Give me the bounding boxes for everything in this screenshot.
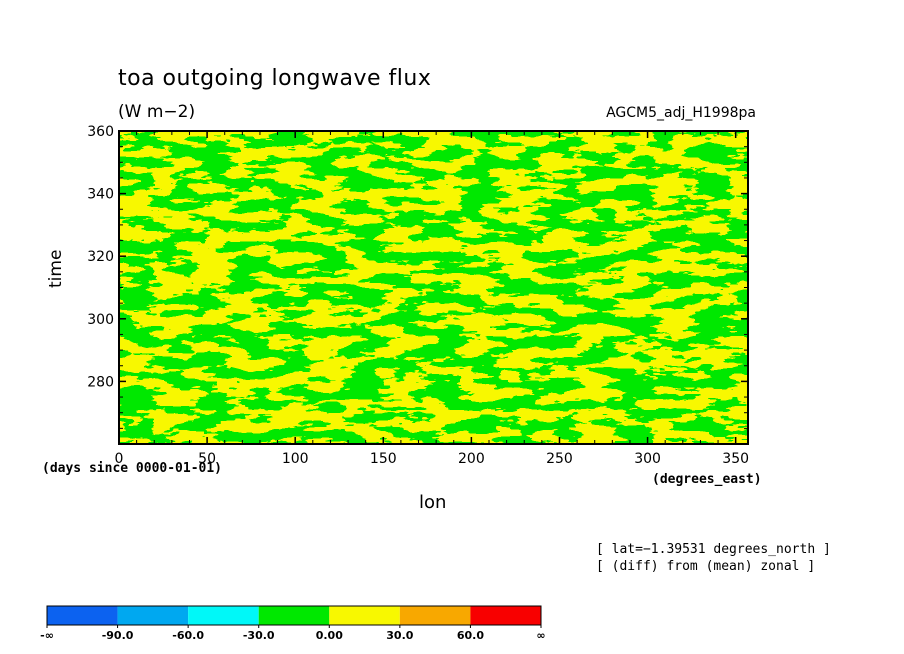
colorbar-tick-label: -60.0 — [172, 629, 204, 642]
y-tick-label: 340 — [87, 187, 114, 203]
x-tick-label: 150 — [370, 451, 397, 467]
x-tick-label: 200 — [458, 451, 485, 467]
y-tick-label: 360 — [87, 124, 114, 140]
note-latitude: [ lat=−1.39531 degrees_north ] — [596, 542, 831, 557]
colorbar-bin — [258, 606, 330, 625]
field-green-blobs — [119, 131, 748, 444]
note-diff: [ (diff) from (mean) zonal ] — [596, 559, 816, 574]
colorbar-tick-label: 30.0 — [386, 629, 413, 642]
colorbar-tick-label: 0.00 — [316, 629, 343, 642]
y-tick-label: 300 — [87, 312, 114, 328]
chart-title: toa outgoing longwave flux — [118, 66, 432, 91]
x-tick-label: 350 — [722, 451, 749, 467]
x-axis-label: lon — [419, 492, 447, 513]
chart-units: (W m−2) — [118, 102, 196, 122]
x-tick-label: 300 — [634, 451, 661, 467]
x-tick-label: 100 — [282, 451, 309, 467]
colorbar-bin — [47, 606, 118, 625]
colorbar: -∞ -90.0 -60.0 -30.0 0.00 30.0 60.0 ∞ — [40, 605, 546, 642]
x-axis-units: (degrees_east) — [652, 472, 762, 487]
y-tick-label: 320 — [87, 249, 114, 265]
dataset-label: AGCM5_adj_H1998pa — [606, 105, 756, 121]
colorbar-tick-label: -∞ — [40, 629, 54, 642]
colorbar-bin — [470, 606, 541, 625]
colorbar-bin — [117, 606, 189, 625]
colorbar-tick-label: ∞ — [536, 629, 545, 642]
x-tick-label: 250 — [546, 451, 573, 467]
plot-area — [118, 130, 749, 445]
axes: 0 50 100 150 200 250 300 350 280 300 320 340 360 — [87, 124, 749, 467]
y-tick-label: 280 — [87, 374, 114, 390]
x-tick-label: 50 — [198, 451, 216, 467]
colorbar-bin — [329, 606, 400, 625]
colorbar-tick-label: -30.0 — [243, 629, 275, 642]
colorbar-bin — [399, 606, 471, 625]
colorbar-bin — [188, 606, 259, 625]
colorbar-tick-label: -90.0 — [102, 629, 134, 642]
x-tick-label: 0 — [115, 451, 124, 467]
colorbar-tick-label: 60.0 — [457, 629, 484, 642]
colorbar-frame — [46, 605, 542, 626]
y-axis-units: (days since 0000-01-01) — [42, 461, 223, 476]
